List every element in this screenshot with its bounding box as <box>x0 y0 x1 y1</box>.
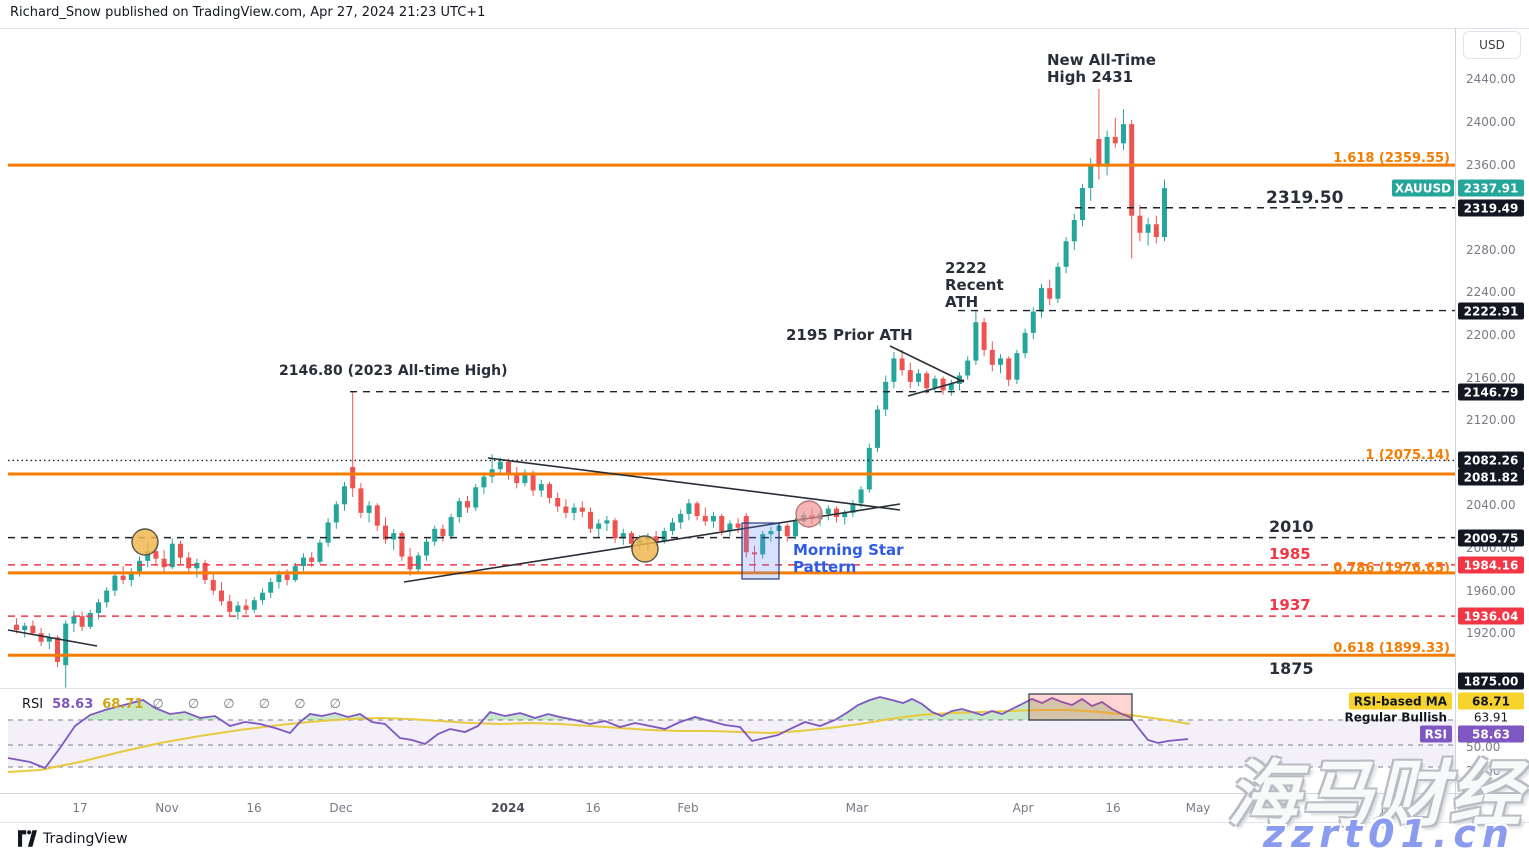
price-level-badge: 2146.79 <box>1458 383 1524 401</box>
rsi-highlight-box[interactable] <box>1028 693 1133 721</box>
price-grid-label: 2360.00 <box>1466 157 1516 172</box>
hidden-indicator-icons[interactable]: ∅ ∅ ∅ ∅ ∅ ∅ <box>152 697 351 712</box>
price-level-badge: 1936.04 <box>1458 607 1524 625</box>
header-divider <box>0 28 1529 29</box>
rsi-axis-label: 68.71 <box>1458 692 1524 710</box>
tradingview-logo-text: TradingView <box>43 830 128 847</box>
fib-level-label: 0.786 (1976.65) <box>1333 561 1450 576</box>
time-label-May: May <box>1185 801 1211 815</box>
rsi-axis-label: 63.91 <box>1473 710 1509 724</box>
price-grid-label: 2240.00 <box>1466 285 1516 300</box>
symbol-badge: XAUUSD <box>1392 179 1454 197</box>
annotation-text: 2319.50 <box>1266 188 1344 208</box>
candles <box>14 88 1167 688</box>
watermark-url: zzrt01.cn <box>1262 812 1515 856</box>
rsi-indicator-label: RSI-based MA <box>1348 692 1452 710</box>
time-label-Mar: Mar <box>845 801 869 815</box>
rsi-legend[interactable]: RSI 58.63 68.71 ∅ ∅ ∅ ∅ ∅ ∅ <box>22 697 351 712</box>
circle-marker[interactable] <box>131 528 159 556</box>
annotation-text: Morning Star Pattern <box>793 541 904 576</box>
rsi-indicator-label: RSI <box>1419 725 1452 743</box>
rsi-line[interactable] <box>7 696 1189 770</box>
price-level-badge: 2009.75 <box>1458 529 1524 547</box>
watermark-cjk: 海马财经 <box>1226 752 1523 836</box>
price-grid-label: 2200.00 <box>1466 328 1516 342</box>
price-grid-label: 1960.00 <box>1466 583 1516 598</box>
fib-level-label: 1.618 (2359.55) <box>1333 151 1450 166</box>
fib-level-label: 1 (2075.14) <box>1365 448 1450 463</box>
price-level-badge: 1875.00 <box>1458 672 1524 690</box>
trendline[interactable] <box>907 379 965 397</box>
rsi-indicator-label: Regular Bullish <box>1344 710 1447 724</box>
rsi-axis-label: 50.00 <box>1466 740 1501 754</box>
time-label-16: 16 <box>585 801 601 815</box>
price-axis-divider <box>1455 28 1456 822</box>
trendline[interactable] <box>487 457 901 511</box>
footer-brand[interactable]: TradingView <box>18 830 128 847</box>
time-label-Nov: Nov <box>155 801 179 815</box>
price-grid-label: 2280.00 <box>1466 242 1516 257</box>
tradingview-logo-icon <box>18 830 37 847</box>
annotation-text: 2146.80 (2023 All-time High) <box>279 363 508 379</box>
rsi-axis-label: 58.63 <box>1458 725 1524 743</box>
fib-level-label: 0.618 (1899.33) <box>1333 641 1450 656</box>
time-label-Jun: Jun <box>1380 801 1400 815</box>
annotation-text: 1875 <box>1269 659 1314 678</box>
time-label-Dec: Dec <box>329 801 353 815</box>
time-label-16: 16 <box>1280 801 1296 815</box>
trendline[interactable] <box>889 345 965 383</box>
rsi-ma-line[interactable] <box>7 709 1191 773</box>
annotation-text: 1985 <box>1269 545 1311 563</box>
price-level-badge: 2319.49 <box>1458 199 1524 217</box>
annotation-text: 2195 Prior ATH <box>786 326 913 344</box>
annotation-text: 2010 <box>1269 517 1314 536</box>
annotation-text: 1937 <box>1269 596 1311 614</box>
pane-divider <box>0 688 1455 689</box>
price-grid-label: 2440.00 <box>1466 72 1516 87</box>
pattern-highlight-box[interactable] <box>741 522 780 580</box>
currency-toggle-button[interactable]: USD <box>1463 31 1521 59</box>
rsi-axis-label: 25.00 <box>1466 764 1501 778</box>
price-level-badge: 1984.16 <box>1458 556 1524 574</box>
rsi-legend-title: RSI <box>22 697 44 712</box>
time-axis-bottom-border <box>0 822 1529 823</box>
rsi-band <box>8 720 1455 767</box>
circle-marker[interactable] <box>631 535 659 563</box>
rsi-overbought-fill <box>83 697 1133 720</box>
price-grid-label: 2160.00 <box>1466 370 1516 385</box>
annotation-text: 2222 Recent ATH <box>945 259 1004 311</box>
price-grid-label: 1920.00 <box>1466 626 1516 641</box>
publish-byline: Richard_Snow published on TradingView.co… <box>10 5 486 20</box>
time-label-16: 16 <box>1105 801 1121 815</box>
circle-marker[interactable] <box>795 500 823 528</box>
price-grid-label: 2400.00 <box>1466 115 1516 129</box>
time-label-17: 17 <box>72 801 88 815</box>
price-grid-label: 2120.00 <box>1466 413 1516 428</box>
price-level-badge: 2081.82 <box>1458 468 1524 486</box>
last-price-badge: 2337.91 <box>1458 179 1524 197</box>
rsi-value: 58.63 <box>52 697 94 712</box>
time-axis-top-border <box>0 793 1529 794</box>
trendline[interactable] <box>7 629 98 647</box>
price-grid-label: 2040.00 <box>1466 498 1516 513</box>
time-label-Feb: Feb <box>677 801 699 815</box>
price-level-badge: 2222.91 <box>1458 302 1524 320</box>
annotation-text: New All-Time High 2431 <box>1047 51 1156 86</box>
rsi-ma-value: 68.71 <box>102 697 144 712</box>
price-level-badge: 2082.26 <box>1458 451 1524 469</box>
time-label-16: 16 <box>246 801 262 815</box>
time-label-2024: 2024 <box>491 801 525 815</box>
time-label-Apr: Apr <box>1012 801 1034 815</box>
